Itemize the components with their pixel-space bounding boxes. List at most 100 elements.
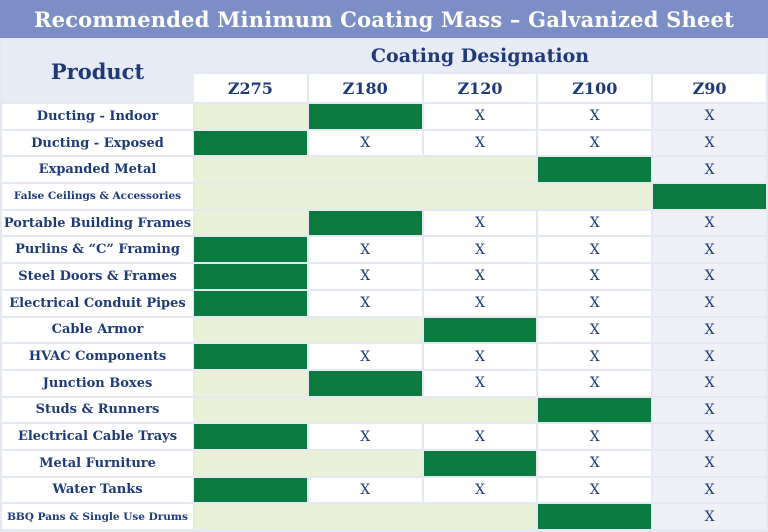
product-name: Purlins & “C” Framing	[2, 237, 193, 263]
not-recommended-mark: X	[653, 317, 766, 343]
not-recommended-mark: X	[308, 290, 422, 316]
not-recommended-mark: X	[308, 424, 422, 449]
not-recommended-mark: X	[653, 290, 766, 316]
table-row: Ducting - Indoor X X X	[0, 104, 768, 129]
product-name: Junction Boxes	[2, 370, 193, 396]
recommended-minimum-cell	[194, 264, 307, 289]
product-column-header: Product	[2, 40, 193, 102]
exceeds-minimum-band	[194, 370, 307, 396]
table-row: Purlins & “C” Framing X X X X	[0, 237, 768, 263]
table-row: HVAC Components X X X X	[0, 344, 768, 369]
table-title: Recommended Minimum Coating Mass – Galva…	[0, 0, 768, 38]
not-recommended-mark: X	[538, 104, 652, 129]
designation-cells: X	[194, 504, 766, 529]
recommended-minimum-cell	[194, 290, 307, 316]
not-recommended-mark: X	[653, 344, 766, 369]
designation-cells: X	[194, 397, 766, 423]
table-row: False Ceilings & Accessories	[0, 184, 768, 209]
recommended-minimum-cell	[194, 424, 307, 449]
not-recommended-mark: X	[653, 210, 766, 236]
coating-designation-header: Coating Designation	[194, 40, 766, 72]
not-recommended-mark: X	[308, 237, 422, 263]
not-recommended-mark: X	[538, 370, 652, 396]
not-recommended-mark: X	[423, 264, 537, 289]
not-recommended-mark: X	[308, 130, 422, 156]
product-name: Studs & Runners	[2, 397, 193, 423]
table-row: Electrical Conduit Pipes X X X X	[0, 290, 768, 316]
table-row: Studs & Runners X	[0, 397, 768, 423]
recommended-minimum-cell	[308, 370, 422, 396]
table-row: Steel Doors & Frames X X X X	[0, 264, 768, 289]
not-recommended-mark: X	[308, 477, 422, 503]
product-name: Portable Building Frames	[2, 210, 193, 236]
product-name: Ducting - Exposed	[2, 130, 193, 156]
not-recommended-mark: X	[653, 450, 766, 476]
not-recommended-mark: X	[538, 264, 652, 289]
exceeds-minimum-band	[194, 504, 537, 529]
table-row: Metal Furniture X X	[0, 450, 768, 476]
not-recommended-mark: X	[538, 130, 652, 156]
column-header: Z100	[538, 74, 652, 102]
column-header: Z275	[194, 74, 307, 102]
table-row: Ducting - Exposed X X X X	[0, 130, 768, 156]
recommended-minimum-cell	[194, 477, 307, 503]
not-recommended-mark: X	[423, 290, 537, 316]
exceeds-minimum-band	[194, 104, 307, 129]
not-recommended-mark: X	[308, 344, 422, 369]
not-recommended-mark: X	[538, 477, 652, 503]
product-name: HVAC Components	[2, 344, 193, 369]
table-row: Expanded Metal X	[0, 157, 768, 183]
not-recommended-mark: X	[538, 210, 652, 236]
not-recommended-mark: X	[653, 130, 766, 156]
table-row: Junction Boxes X X X	[0, 370, 768, 396]
not-recommended-mark: X	[538, 344, 652, 369]
not-recommended-mark: X	[423, 104, 537, 129]
not-recommended-mark: X	[653, 397, 766, 423]
not-recommended-mark: X	[653, 157, 766, 183]
product-name: Electrical Conduit Pipes	[2, 290, 193, 316]
not-recommended-mark: X	[423, 237, 537, 263]
not-recommended-mark: X	[653, 370, 766, 396]
designation-column-headers: Z275 Z180 Z120 Z100 Z90	[194, 74, 766, 102]
not-recommended-mark: X	[538, 424, 652, 449]
recommended-minimum-cell	[423, 317, 537, 343]
not-recommended-mark: X	[538, 237, 652, 263]
exceeds-minimum-band	[194, 397, 537, 423]
product-name: Metal Furniture	[2, 450, 193, 476]
recommended-minimum-cell	[423, 450, 537, 476]
exceeds-minimum-band	[194, 450, 422, 476]
recommended-minimum-cell	[653, 184, 766, 209]
not-recommended-mark: X	[538, 450, 652, 476]
not-recommended-mark: X	[423, 344, 537, 369]
designation-cells	[194, 184, 766, 209]
not-recommended-mark: X	[423, 424, 537, 449]
exceeds-minimum-band	[194, 317, 422, 343]
table-row: Electrical Cable Trays X X X X	[0, 424, 768, 449]
not-recommended-mark: X	[423, 210, 537, 236]
recommended-minimum-cell	[194, 130, 307, 156]
product-name: Water Tanks	[2, 477, 193, 503]
not-recommended-mark: X	[423, 477, 537, 503]
table-row: BBQ Pans & Single Use Drums X	[0, 504, 768, 529]
not-recommended-mark: X	[538, 290, 652, 316]
column-header: Z90	[653, 74, 766, 102]
table-row: Portable Building Frames X X X	[0, 210, 768, 236]
not-recommended-mark: X	[653, 477, 766, 503]
column-header: Z180	[308, 74, 422, 102]
recommended-minimum-cell	[194, 344, 307, 369]
product-name: Electrical Cable Trays	[2, 424, 193, 449]
not-recommended-mark: X	[653, 264, 766, 289]
exceeds-minimum-band	[194, 184, 652, 209]
